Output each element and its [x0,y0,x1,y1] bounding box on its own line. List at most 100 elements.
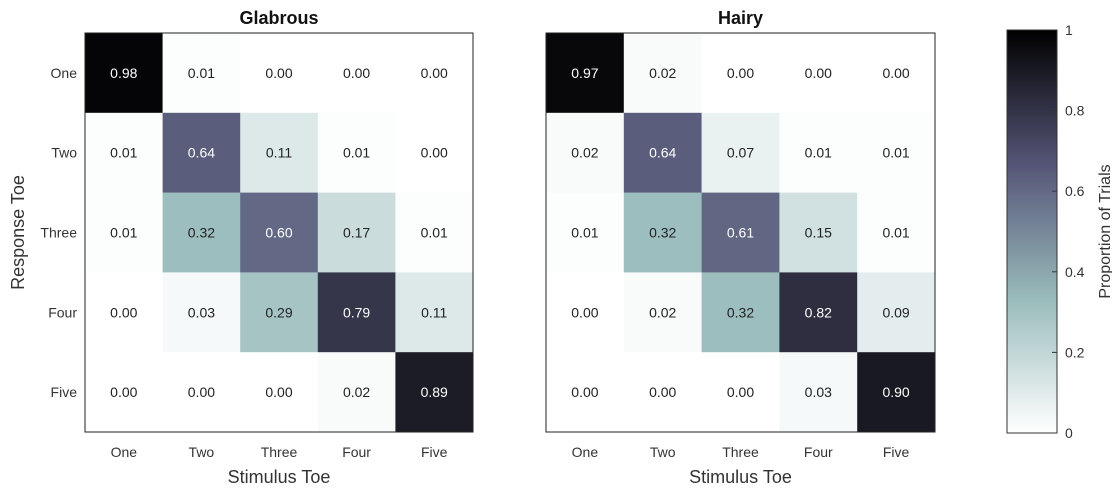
cell-value-label: 0.02 [649,65,676,81]
cell-value-label: 0.17 [343,225,370,241]
heatmap-panel-glabrous: 0.98 0.01 0.00 0.00 0.00 0.01 0.64 0.11 0.01 0.00… [8,8,474,487]
cell-value-label: 0.01 [188,65,215,81]
heatmap-cell [546,112,625,193]
heatmap-cell [623,33,702,114]
chart-title: Hairy [718,8,763,28]
cell-value-label: 0.00 [727,384,754,400]
heatmap-cell [240,33,319,114]
heatmap-cell [701,112,780,193]
cell-value-label: 0.64 [188,145,215,161]
cell-value-label: 0.00 [727,65,754,81]
heatmap-cell [546,352,625,433]
cell-value-label: 0.00 [188,384,215,400]
heatmap-cell [701,272,780,353]
colorbar-tick-label: 0.2 [1065,344,1085,360]
heatmap-cell [779,352,858,433]
heatmap-cell [317,33,396,114]
heatmap-cell [85,192,163,273]
cell-value-label: 0.64 [649,145,676,161]
heatmap-cell [546,192,625,273]
cell-value-label: 0.01 [882,225,909,241]
heatmap-cell [395,272,474,353]
x-tick-label: Four [342,444,371,460]
y-tick-label: One [51,65,78,81]
heatmap-cell [317,112,396,193]
heatmap-cell [240,352,319,433]
x-tick-label: Five [883,444,910,460]
cell-value-label: 0.32 [649,225,676,241]
x-tick-label: One [572,444,599,460]
heatmap-cell [857,112,936,193]
heatmap-cell [395,192,474,273]
cell-value-label: 0.01 [805,145,832,161]
cell-value-label: 0.90 [882,384,909,400]
cell-value-label: 0.00 [265,384,292,400]
y-tick-label: Two [51,145,77,161]
colorbar-tick-label: 1 [1065,22,1073,38]
heatmap-cell [623,272,702,353]
cell-value-label: 0.00 [571,384,598,400]
y-tick-label: Five [51,384,78,400]
x-tick-label: Three [261,444,298,460]
heatmap-cell [701,192,780,273]
y-tick-label: Three [40,225,77,241]
colorbar-tick-label: 0.6 [1065,183,1085,199]
cell-value-label: 0.01 [571,225,598,241]
cell-value-label: 0.00 [421,145,448,161]
heatmap-cell [779,272,858,353]
cell-value-label: 0.00 [421,65,448,81]
x-tick-label: Three [722,444,759,460]
heatmap-cell [623,352,702,433]
cell-value-label: 0.00 [571,304,598,320]
colorbar-label: Proportion of Trials [1097,164,1112,298]
cell-value-label: 0.00 [110,304,137,320]
heatmap-cell [857,33,936,114]
colorbar: Proportion of Trials 0 0.2 0.4 0.6 0.8 1 [1006,22,1112,441]
cell-value-label: 0.32 [188,225,215,241]
cell-value-label: 0.11 [266,145,292,161]
cell-value-label: 0.11 [421,304,447,320]
cell-value-label: 0.00 [649,384,676,400]
cell-value-label: 0.79 [343,304,370,320]
cell-value-label: 0.02 [571,145,598,161]
cell-value-label: 0.32 [727,304,754,320]
heatmap-cell [546,33,625,114]
cell-value-label: 0.07 [727,145,754,161]
cell-value-label: 0.61 [727,225,754,241]
heatmap-cell [317,272,396,353]
cell-value-label: 0.00 [882,65,909,81]
cell-value-label: 0.00 [343,65,370,81]
heatmap-cell [623,192,702,273]
colorbar-tick-label: 0 [1065,425,1073,441]
colorbar-gradient [1006,29,1058,434]
cell-value-label: 0.97 [571,65,598,81]
heatmap-cell [162,352,241,433]
heatmap-cell [85,112,163,193]
cell-value-label: 0.03 [805,384,832,400]
cell-value-label: 0.01 [110,225,137,241]
x-tick-label: Five [421,444,448,460]
heatmap-cell [623,112,702,193]
axes-frame [84,32,474,433]
heatmap-panel-hairy: 0.97 0.02 0.00 0.00 0.00 0.02 0.64 0.07 0.01 0.01… [545,8,936,487]
heatmap-cell [240,272,319,353]
axes-frame [545,32,936,433]
cell-value-label: 0.00 [110,384,137,400]
heatmap-cell [701,352,780,433]
cell-value-label: 0.02 [649,304,676,320]
cell-value-label: 0.29 [265,304,292,320]
heatmap-cell [779,192,858,273]
x-axis-label: Stimulus Toe [228,467,331,487]
cell-value-label: 0.09 [882,304,909,320]
heatmap-cell [162,192,241,273]
heatmap-cell [546,272,625,353]
heatmap-cell [779,112,858,193]
heatmap-cell [162,272,241,353]
y-tick-label: Four [48,304,77,320]
x-tick-label: Two [189,444,215,460]
x-tick-label: Four [804,444,833,460]
heatmap-cell [85,272,163,353]
heatmap-cell [317,352,396,433]
cell-value-label: 0.02 [343,384,370,400]
